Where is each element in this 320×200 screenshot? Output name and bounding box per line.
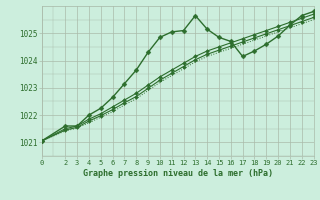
X-axis label: Graphe pression niveau de la mer (hPa): Graphe pression niveau de la mer (hPa) xyxy=(83,169,273,178)
